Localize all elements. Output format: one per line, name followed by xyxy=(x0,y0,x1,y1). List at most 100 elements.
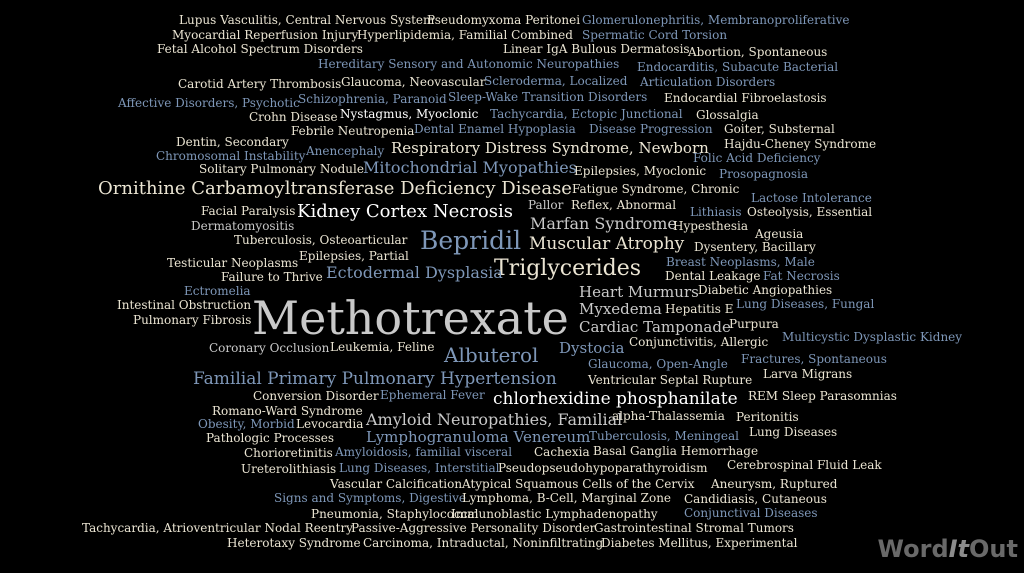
cloud-word: Hepatitis E xyxy=(665,302,734,316)
cloud-word: REM Sleep Parasomnias xyxy=(748,389,897,403)
cloud-word: Pathologic Processes xyxy=(206,431,335,445)
cloud-word: Dental Enamel Hypoplasia xyxy=(414,122,576,136)
cloud-word: Crohn Disease xyxy=(249,110,338,124)
cloud-word: Respiratory Distress Syndrome, Newborn xyxy=(391,139,709,157)
cloud-word: Solitary Pulmonary Nodule xyxy=(199,162,364,176)
cloud-word: Osteolysis, Essential xyxy=(747,205,873,219)
cloud-word: Muscular Atrophy xyxy=(529,234,685,254)
cloud-word: Coronary Occlusion xyxy=(209,341,330,355)
cloud-word: Pallor xyxy=(528,198,564,212)
cloud-word: Linear IgA Bullous Dermatosis xyxy=(503,42,690,56)
cloud-word: Schizophrenia, Paranoid xyxy=(298,92,447,106)
cloud-word: Aneurysm, Ruptured xyxy=(711,477,838,491)
cloud-word: Dental Leakage xyxy=(665,269,761,283)
cloud-word: chlorhexidine phosphanilate xyxy=(493,389,738,409)
cloud-word: Disease Progression xyxy=(589,122,713,136)
cloud-word: Lymphogranuloma Venereum xyxy=(366,428,591,446)
cloud-word: Abortion, Spontaneous xyxy=(688,45,828,59)
cloud-word: Mitochondrial Myopathies xyxy=(363,158,577,177)
cloud-word: Glomerulonephritis, Membranoproliferativ… xyxy=(582,13,850,27)
cloud-word: Glaucoma, Neovascular xyxy=(341,75,486,89)
cloud-word: Dysentery, Bacillary xyxy=(694,240,816,254)
cloud-word: Basal Ganglia Hemorrhage xyxy=(593,444,759,458)
cloud-word: Passive-Aggressive Personality Disorder xyxy=(351,521,596,535)
cloud-word: Failure to Thrive xyxy=(221,270,323,284)
cloud-word: Tuberculosis, Osteoarticular xyxy=(234,233,408,247)
cloud-word: Hyperlipidemia, Familial Combined xyxy=(357,28,573,42)
cloud-word: Epilepsies, Myoclonic xyxy=(574,164,707,178)
cloud-word: Lithiasis xyxy=(690,205,742,219)
cloud-word: Glaucoma, Open-Angle xyxy=(588,357,728,371)
cloud-word: Intestinal Obstruction xyxy=(117,298,252,312)
cloud-word: Obesity, Morbid xyxy=(198,417,295,431)
cloud-word: Peritonitis xyxy=(736,410,799,424)
cloud-word: Articulation Disorders xyxy=(640,75,776,89)
cloud-word: Lactose Intolerance xyxy=(751,191,872,205)
cloud-word: Myocardial Reperfusion Injury xyxy=(172,28,359,42)
cloud-word: Signs and Symptoms, Digestive xyxy=(274,491,467,505)
cloud-word: Prosopagnosia xyxy=(719,167,809,181)
cloud-word: Affective Disorders, Psychotic xyxy=(118,96,300,110)
cloud-word: Nystagmus, Myoclonic xyxy=(340,107,479,121)
cloud-word: Multicystic Dysplastic Kidney xyxy=(782,330,963,344)
cloud-word: Cardiac Tamponade xyxy=(579,318,731,336)
cloud-word: Heart Murmurs xyxy=(579,283,699,301)
cloud-word: Lymphoma, B-Cell, Marginal Zone xyxy=(462,491,672,505)
cloud-word: Tuberculosis, Meningeal xyxy=(589,429,740,443)
cloud-word: Breast Neoplasms, Male xyxy=(666,255,815,269)
cloud-word: Dermatomyositis xyxy=(191,219,295,233)
cloud-word: Carotid Artery Thrombosis xyxy=(178,77,342,91)
cloud-word: Lung Diseases, Interstitial xyxy=(339,461,500,475)
cloud-word: Conjunctivitis, Allergic xyxy=(629,335,769,349)
cloud-word: Anencephaly xyxy=(306,144,385,158)
cloud-word: Ectodermal Dysplasia xyxy=(326,263,503,282)
cloud-word: Kidney Cortex Necrosis xyxy=(297,201,513,222)
cloud-word: Testicular Neoplasms xyxy=(167,256,299,270)
cloud-word: Hereditary Sensory and Autonomic Neuropa… xyxy=(318,57,620,71)
cloud-word: Levocardia xyxy=(296,417,364,431)
cloud-word: alpha-Thalassemia xyxy=(612,409,725,423)
cloud-word: Scleroderma, Localized xyxy=(484,74,628,88)
cloud-word: Ageusia xyxy=(755,227,804,241)
cloud-word: Sleep-Wake Transition Disorders xyxy=(448,90,648,104)
cloud-word: Amyloid Neuropathies, Familial xyxy=(366,410,623,429)
cloud-word: Pseudopseudohypoparathyroidism xyxy=(498,461,708,475)
cloud-word: Diabetes Mellitus, Experimental xyxy=(601,536,798,550)
cloud-word: Lung Diseases, Fungal xyxy=(736,297,875,311)
cloud-word: Conversion Disorder xyxy=(253,389,379,403)
cloud-word: Endocardial Fibroelastosis xyxy=(664,91,827,105)
cloud-word: Epilepsies, Partial xyxy=(299,249,409,263)
cloud-word: Methotrexate xyxy=(252,291,569,345)
cloud-word: Leukemia, Feline xyxy=(330,340,435,354)
wordlitout-logo: WordItOut xyxy=(877,535,1019,563)
cloud-word: Fatigue Syndrome, Chronic xyxy=(572,182,740,196)
cloud-word: Fat Necrosis xyxy=(763,269,840,283)
cloud-word: Vascular Calcification xyxy=(330,477,463,491)
cloud-word: Ureterolithiasis xyxy=(241,462,337,476)
cloud-word: Amyloidosis, familial visceral xyxy=(335,445,513,459)
cloud-word: Fetal Alcohol Spectrum Disorders xyxy=(157,42,363,56)
cloud-word: Ectromelia xyxy=(184,284,251,298)
cloud-word: Tachycardia, Ectopic Junctional xyxy=(490,107,683,121)
cloud-word: Dystocia xyxy=(559,339,625,357)
cloud-word: Carcinoma, Intraductal, Noninfiltrating xyxy=(363,536,604,550)
cloud-word: Triglycerides xyxy=(494,256,642,281)
cloud-word: Ventricular Septal Rupture xyxy=(588,373,753,387)
cloud-word: Ornithine Carbamoyltransferase Deficienc… xyxy=(98,178,572,199)
cloud-word: Spermatic Cord Torsion xyxy=(582,28,728,42)
cloud-word: Familial Primary Pulmonary Hypertension xyxy=(193,369,557,389)
cloud-word: Heterotaxy Syndrome xyxy=(227,536,361,550)
cloud-word: Pseudomyxoma Peritonei xyxy=(427,13,581,27)
cloud-word: Chromosomal Instability xyxy=(156,149,306,163)
cloud-word: Folic Acid Deficiency xyxy=(693,151,821,165)
cloud-word: Conjunctival Diseases xyxy=(684,506,818,520)
cloud-word: Bepridil xyxy=(420,226,522,255)
cloud-word: Albuterol xyxy=(444,343,539,367)
cloud-word: Myxedema xyxy=(579,300,662,318)
cloud-word: Chorioretinitis xyxy=(244,446,333,460)
cloud-word: Pneumonia, Staphylococcal xyxy=(311,507,479,521)
cloud-word: Marfan Syndrome xyxy=(530,214,677,233)
cloud-word: Endocarditis, Subacute Bacterial xyxy=(637,60,839,74)
cloud-word: Goiter, Substernal xyxy=(724,122,835,136)
cloud-word: Hypesthesia xyxy=(673,219,748,233)
